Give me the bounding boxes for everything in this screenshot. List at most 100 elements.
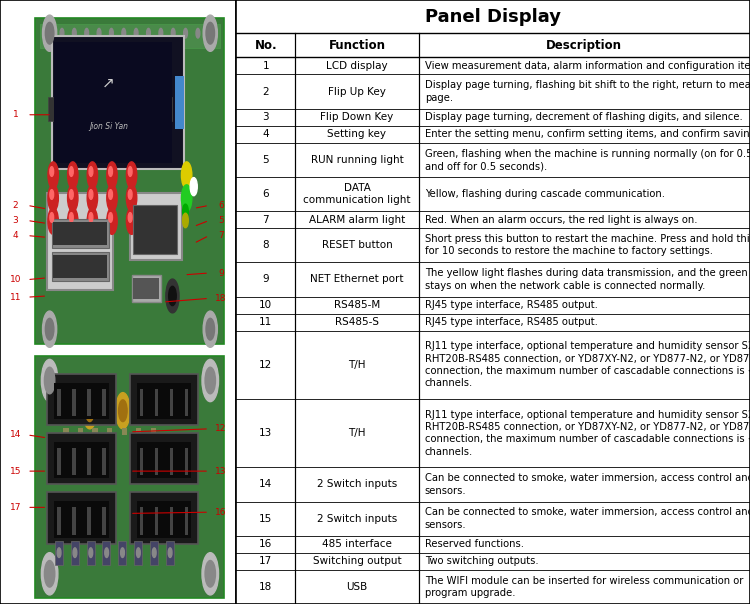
Text: 8: 8 [262,240,269,250]
Text: The yellow light flashes during data transmission, and the green light
stays on : The yellow light flashes during data tra… [424,268,750,291]
Text: 11: 11 [260,317,272,327]
Bar [63,428,68,435]
Bar [140,507,143,535]
Bar [57,507,61,535]
Circle shape [202,553,218,595]
Circle shape [203,15,217,51]
Bar [54,442,109,478]
Text: 4: 4 [262,129,269,140]
Text: 3: 3 [13,216,18,225]
Circle shape [206,22,214,44]
Text: RJ11 type interface, optional temperature and humidity sensor S2-
RHT20B-RS485 c: RJ11 type interface, optional temperatur… [424,341,750,388]
Text: 14: 14 [260,480,272,489]
Circle shape [89,167,93,176]
Bar [137,501,191,538]
Bar [170,448,173,475]
Text: RJ45 type interface, RS485 output.: RJ45 type interface, RS485 output. [424,300,598,310]
Bar [140,389,143,416]
Bar [130,433,199,484]
Text: USB: USB [346,582,368,592]
Circle shape [106,208,117,234]
Text: 17: 17 [260,556,272,567]
Bar [54,501,109,538]
Circle shape [70,213,74,222]
Circle shape [43,311,57,347]
Circle shape [89,190,93,199]
Bar [154,448,158,475]
Bar [53,222,107,245]
Text: 6: 6 [218,201,223,210]
Circle shape [118,400,127,422]
Text: 1: 1 [262,61,269,71]
Bar [92,428,98,435]
Bar [137,383,191,419]
Circle shape [128,190,132,199]
Circle shape [152,548,156,557]
Circle shape [122,28,126,38]
Bar [130,193,182,260]
Bar [130,374,199,425]
Text: 5: 5 [262,155,269,165]
Bar [55,541,63,565]
Circle shape [60,28,64,38]
Circle shape [45,318,54,340]
Circle shape [203,311,217,347]
Bar [40,24,220,48]
Circle shape [168,548,172,557]
Circle shape [205,561,215,587]
Circle shape [41,359,58,402]
Circle shape [136,548,140,557]
Circle shape [68,162,78,188]
Circle shape [182,162,192,188]
Bar [184,448,188,475]
Text: NET Ethernet port: NET Ethernet port [310,274,404,284]
Circle shape [202,359,218,402]
Circle shape [105,548,109,557]
Circle shape [82,393,97,429]
Bar [72,389,76,416]
Bar [52,252,109,281]
Circle shape [182,213,188,228]
Text: LCD display: LCD display [326,61,388,71]
Text: Flip Down Key: Flip Down Key [320,112,394,122]
Text: 14: 14 [10,431,21,439]
Text: Two switching outputs.: Two switching outputs. [424,556,538,567]
Circle shape [206,318,214,340]
Bar [137,442,191,478]
Bar [166,541,174,565]
Text: RJ45 type interface, RS485 output.: RJ45 type interface, RS485 output. [424,317,598,327]
Text: T/H: T/H [348,428,366,438]
Circle shape [182,185,192,211]
Bar [157,97,172,121]
Bar [175,76,184,129]
Text: 485 interface: 485 interface [322,539,392,549]
Circle shape [70,167,74,176]
Bar [78,428,83,435]
Circle shape [48,185,58,211]
Bar [140,448,143,475]
Circle shape [205,367,215,394]
Text: Enter the setting menu, confirm setting items, and confirm saving.: Enter the setting menu, confirm setting … [424,129,750,140]
Text: 7: 7 [218,231,223,240]
Bar [134,541,142,565]
Bar [72,448,76,475]
Bar [70,541,79,565]
Circle shape [48,162,58,188]
Bar [170,507,173,535]
Text: Green, flashing when the machine is running normally (on for 0.5 seconds
and off: Green, flashing when the machine is runn… [424,149,750,171]
Circle shape [86,400,94,422]
Text: 18: 18 [260,582,272,592]
Circle shape [128,167,132,176]
Circle shape [68,208,78,234]
Circle shape [146,28,150,38]
Bar [130,492,199,544]
Circle shape [98,28,101,38]
Text: 10: 10 [260,300,272,310]
Text: RESET button: RESET button [322,240,392,250]
Text: View measurement data, alarm information and configuration items.: View measurement data, alarm information… [424,61,750,71]
Text: 12: 12 [215,425,226,433]
Circle shape [106,185,117,211]
Bar [134,278,160,299]
Bar [35,18,224,344]
Bar [151,428,156,435]
